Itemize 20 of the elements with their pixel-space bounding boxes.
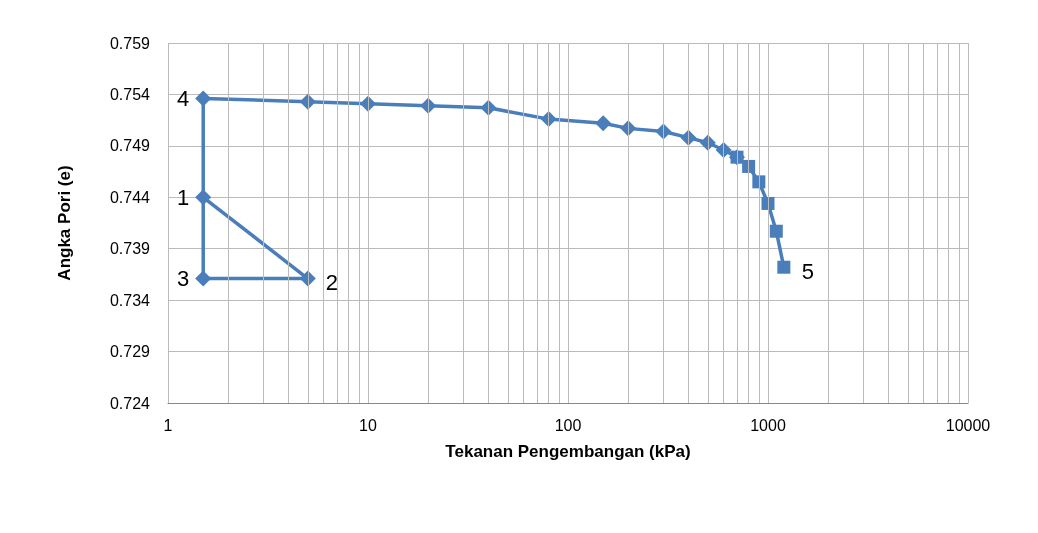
y-tick-label: 0.754 <box>109 85 151 103</box>
annotation: 5 <box>801 258 815 284</box>
annotation: 2 <box>325 270 339 296</box>
x-axis-title: Tekanan Pengembangan (kPa) <box>445 442 691 461</box>
x-tick-label: 100 <box>554 416 582 434</box>
x-tick-label: 1000 <box>750 416 786 434</box>
x-tick-label: 1 <box>163 416 173 434</box>
y-tick-label: 0.759 <box>109 34 151 52</box>
y-axis-title: Angka Pori (e) <box>55 165 74 281</box>
annotation: 4 <box>176 86 190 112</box>
x-tick-label: 10000 <box>945 416 991 434</box>
y-tick-label: 0.734 <box>109 291 151 309</box>
annotation: 1 <box>176 184 190 210</box>
y-tick-label: 0.729 <box>109 343 151 361</box>
y-tick-label: 0.739 <box>109 240 151 258</box>
annotation: 3 <box>176 266 190 292</box>
y-tick-label: 0.749 <box>109 137 151 155</box>
y-tick-label: 0.724 <box>109 394 151 412</box>
y-tick-label: 0.744 <box>109 188 151 206</box>
x-tick-label: 10 <box>359 416 377 434</box>
